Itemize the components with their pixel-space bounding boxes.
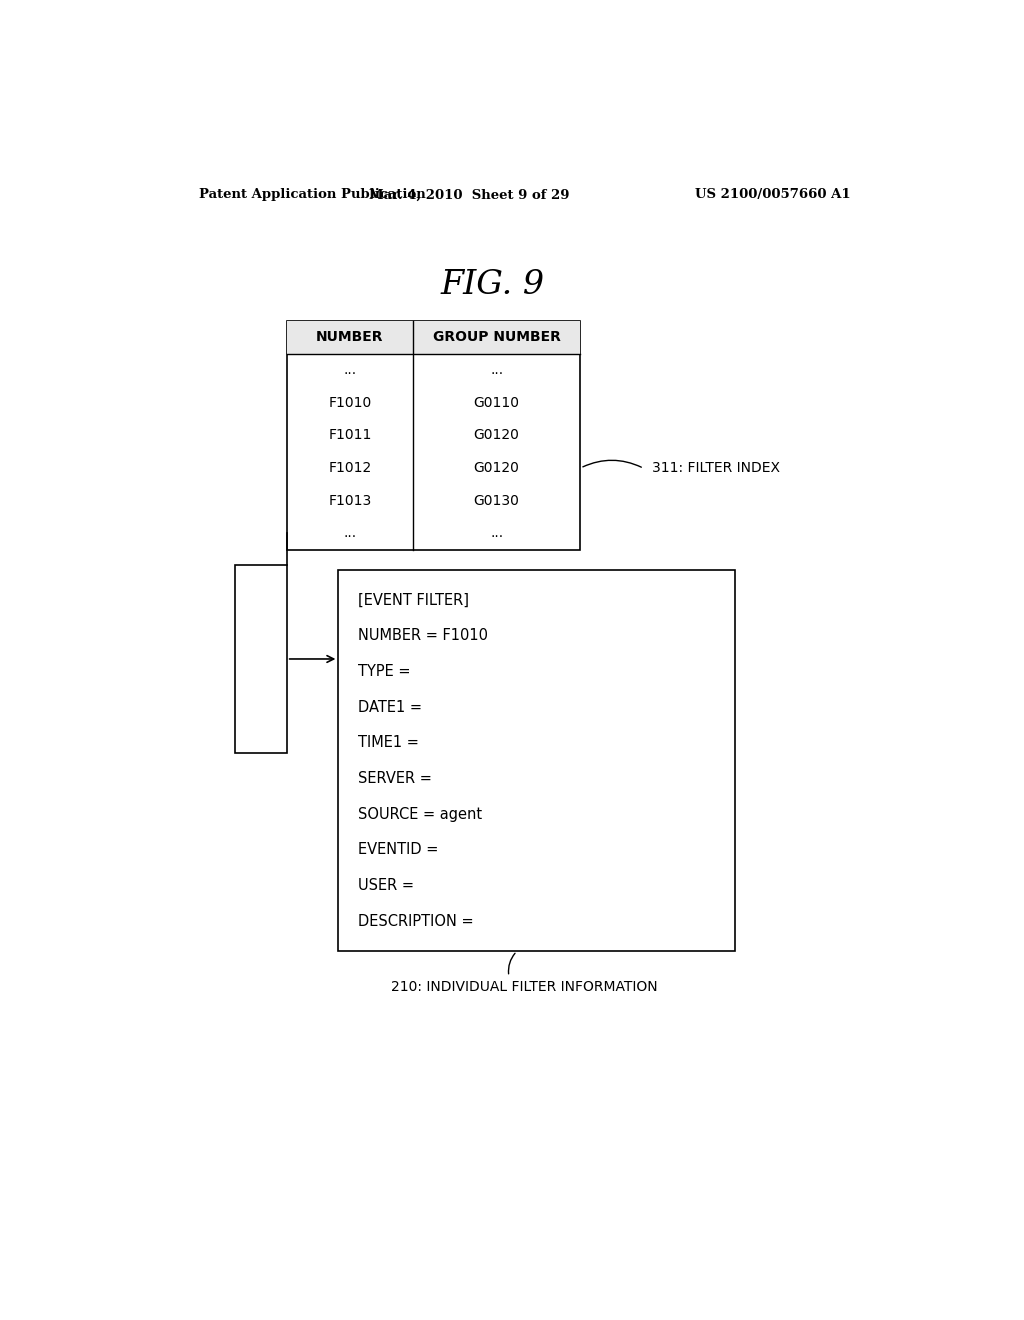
Text: USER =: USER =: [358, 878, 414, 894]
Text: Mar. 4, 2010  Sheet 9 of 29: Mar. 4, 2010 Sheet 9 of 29: [369, 189, 569, 202]
Bar: [287, 321, 581, 549]
Text: GROUP NUMBER: GROUP NUMBER: [433, 330, 560, 345]
Text: 210: INDIVIDUAL FILTER INFORMATION: 210: INDIVIDUAL FILTER INFORMATION: [391, 979, 658, 994]
Text: F1013: F1013: [329, 494, 372, 508]
Text: SOURCE = agent: SOURCE = agent: [358, 807, 482, 821]
Bar: [338, 570, 735, 952]
Text: Patent Application Publication: Patent Application Publication: [200, 189, 426, 202]
Text: G0120: G0120: [474, 461, 519, 475]
Text: SERVER =: SERVER =: [358, 771, 432, 785]
Text: US 2100/0057660 A1: US 2100/0057660 A1: [694, 189, 850, 202]
Bar: [236, 565, 287, 752]
Text: NUMBER: NUMBER: [316, 330, 384, 345]
Text: F1011: F1011: [328, 429, 372, 442]
Text: F1012: F1012: [329, 461, 372, 475]
Text: G0110: G0110: [474, 396, 519, 409]
Text: [EVENT FILTER]: [EVENT FILTER]: [358, 593, 469, 607]
Bar: [287, 321, 581, 354]
Text: EVENTID =: EVENTID =: [358, 842, 438, 857]
Text: ...: ...: [490, 527, 503, 540]
Text: ...: ...: [343, 363, 356, 378]
Text: G0130: G0130: [474, 494, 519, 508]
Text: DESCRIPTION =: DESCRIPTION =: [358, 913, 474, 929]
Text: ...: ...: [343, 527, 356, 540]
Text: G0120: G0120: [474, 429, 519, 442]
Text: DATE1 =: DATE1 =: [358, 700, 422, 714]
Text: 311: FILTER INDEX: 311: FILTER INDEX: [652, 462, 780, 475]
Text: TYPE =: TYPE =: [358, 664, 411, 678]
Text: ...: ...: [490, 363, 503, 378]
Text: FIG. 9: FIG. 9: [441, 269, 545, 301]
Text: NUMBER = F1010: NUMBER = F1010: [358, 628, 488, 643]
Text: TIME1 =: TIME1 =: [358, 735, 419, 750]
Text: F1010: F1010: [329, 396, 372, 409]
